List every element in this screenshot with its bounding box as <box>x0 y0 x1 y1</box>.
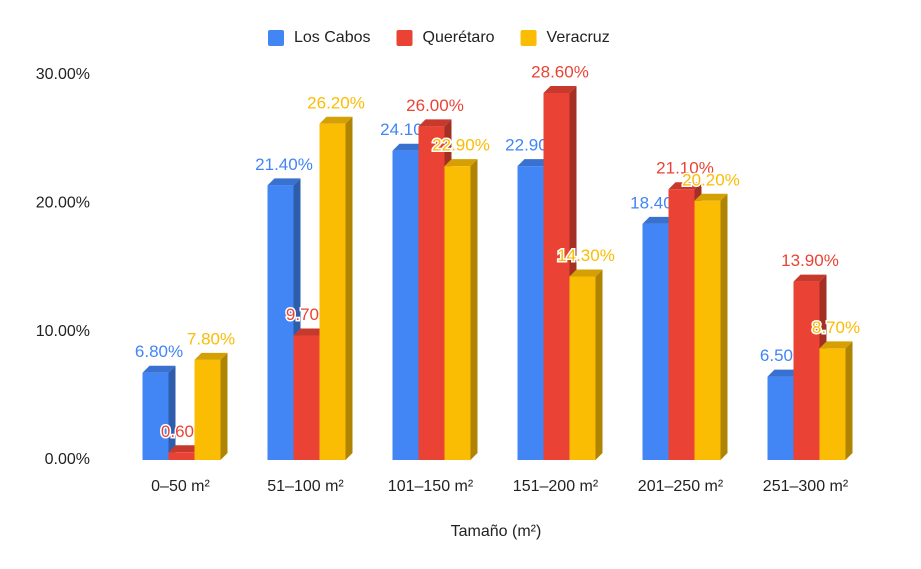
x-tick-label: 201–250 m² <box>638 478 724 495</box>
bar-front <box>267 185 294 460</box>
value-label: 13.90% <box>781 251 839 270</box>
bar-front <box>569 276 596 460</box>
value-label: 21.40% <box>255 155 313 174</box>
y-tick-label: 20.00% <box>36 195 90 212</box>
bar-front <box>142 372 169 460</box>
bar-side <box>345 116 353 461</box>
bar-front <box>694 200 721 460</box>
bar-front <box>642 223 669 460</box>
bar-top <box>392 143 426 151</box>
x-tick-label: 151–200 m² <box>513 478 599 495</box>
value-label: 20.20% <box>682 170 740 189</box>
x-tick-label: 101–150 m² <box>388 478 474 495</box>
bar-side <box>220 352 228 460</box>
value-label: 28.60% <box>531 62 589 81</box>
bar-top <box>267 178 301 186</box>
bar-top <box>194 352 228 360</box>
value-label: 22.90% <box>432 136 490 155</box>
bar <box>319 116 353 461</box>
bar <box>194 352 228 460</box>
bar <box>819 341 853 460</box>
y-tick-label: 0.00% <box>45 451 90 468</box>
x-tick-label: 51–100 m² <box>267 478 344 495</box>
bar-side <box>168 365 176 460</box>
y-tick-label: 10.00% <box>36 323 90 340</box>
bar-top <box>569 269 603 277</box>
bar-top <box>319 116 353 124</box>
bar-front <box>319 123 346 461</box>
bar-front <box>444 166 471 460</box>
x-tick-label: 0–50 m² <box>151 478 210 495</box>
bar-top <box>767 369 801 377</box>
legend-swatch <box>520 30 537 46</box>
bar-top <box>668 182 702 190</box>
bar-front <box>668 189 695 460</box>
bar-top <box>819 341 853 349</box>
bar <box>569 269 603 460</box>
bar-front <box>293 335 320 460</box>
value-label: 26.00% <box>406 96 464 115</box>
bar <box>694 193 728 460</box>
bar-top <box>694 193 728 201</box>
bar-top <box>418 119 452 127</box>
bar-front <box>767 376 794 460</box>
bar-front <box>793 281 820 460</box>
y-tick-label: 30.00% <box>36 66 90 83</box>
bar-front <box>418 126 445 460</box>
legend-swatch <box>396 30 413 46</box>
bar-front <box>819 348 846 460</box>
bar-side <box>845 341 853 460</box>
bar-front <box>168 452 195 460</box>
legend-label: Veracruz <box>547 29 610 46</box>
bar-top <box>517 159 551 167</box>
value-label: 7.80% <box>187 329 235 348</box>
bar-side <box>470 159 478 460</box>
value-label: 14.30% <box>557 246 615 265</box>
bar <box>142 365 176 460</box>
bar-top <box>793 274 827 282</box>
legend-label: Querétaro <box>423 29 495 46</box>
bar-front <box>392 150 419 460</box>
bar-top <box>642 216 676 224</box>
bar-front <box>543 92 570 460</box>
x-axis-label: Tamaño (m²) <box>451 523 542 540</box>
bar-front <box>517 166 544 460</box>
bar-top <box>293 328 327 336</box>
bar <box>444 159 478 460</box>
bar-top <box>168 445 202 453</box>
bar-side <box>595 269 603 460</box>
bar-top <box>543 85 577 93</box>
value-label: 26.20% <box>307 93 365 112</box>
bar-top <box>142 365 176 373</box>
x-tick-label: 251–300 m² <box>763 478 849 495</box>
bar-top <box>444 159 478 167</box>
value-label: 21.10% <box>656 159 714 178</box>
legend-swatch <box>268 30 284 46</box>
bar-front <box>194 359 221 460</box>
bar-side <box>720 193 728 460</box>
value-label: 8.70% <box>812 318 860 337</box>
value-label: 6.80% <box>135 342 183 361</box>
legend-label: Los Cabos <box>294 29 371 46</box>
